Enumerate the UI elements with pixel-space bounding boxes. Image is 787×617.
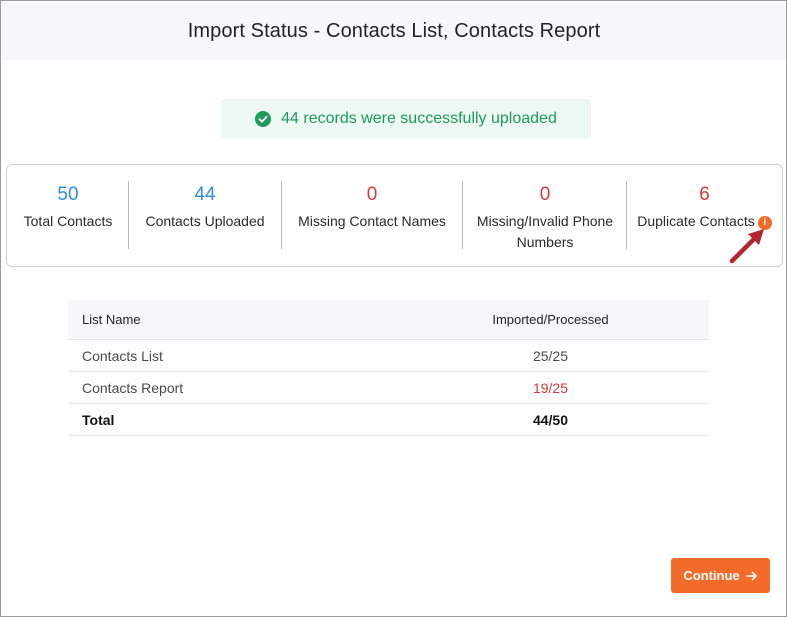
success-message: 44 records were successfully uploaded bbox=[281, 110, 557, 127]
list-name-cell: Contacts List bbox=[82, 347, 163, 364]
arrow-right-icon bbox=[745, 570, 758, 582]
continue-label: Continue bbox=[683, 568, 740, 583]
continue-button[interactable]: Continue bbox=[671, 558, 770, 593]
stat-missing-names: 0 Missing Contact Names bbox=[282, 165, 462, 266]
column-header-imported: Imported/Processed bbox=[492, 312, 609, 327]
stat-divider bbox=[462, 181, 463, 249]
column-header-list-name: List Name bbox=[82, 312, 141, 327]
check-circle-icon bbox=[255, 111, 272, 127]
stat-label: Total Contacts bbox=[23, 213, 113, 229]
stat-label: Missing/Invalid Phone Numbers bbox=[476, 213, 614, 250]
stat-value: 0 bbox=[539, 184, 551, 205]
stat-label-wrap: Duplicate Contacts i bbox=[637, 211, 772, 232]
total-label: Total bbox=[82, 411, 115, 428]
stat-divider bbox=[626, 181, 627, 249]
list-name-cell: Contacts Report bbox=[82, 379, 184, 396]
dialog-title: Import Status - Contacts List, Contacts … bbox=[187, 19, 601, 42]
imported-count-cell: 25/25 bbox=[532, 347, 569, 364]
info-icon[interactable]: i bbox=[757, 216, 772, 230]
stat-label: Duplicate Contacts bbox=[637, 213, 755, 229]
annotation-arrow-icon bbox=[729, 229, 764, 264]
stat-value: 0 bbox=[366, 184, 378, 205]
stat-value: 6 bbox=[699, 184, 710, 205]
table-row: Contacts Report 19/25 bbox=[68, 372, 709, 404]
stat-label: Missing Contact Names bbox=[298, 213, 446, 229]
success-banner: 44 records were successfully uploaded bbox=[221, 99, 591, 139]
import-lists-table: List Name Imported/Processed Contacts Li… bbox=[68, 300, 709, 436]
stat-duplicate-contacts: 6 Duplicate Contacts i bbox=[627, 165, 782, 266]
table-total-row: Total 44/50 bbox=[68, 404, 709, 436]
table-row: Contacts List 25/25 bbox=[68, 340, 709, 372]
stat-value: 50 bbox=[57, 184, 79, 205]
stat-contacts-uploaded: 44 Contacts Uploaded bbox=[129, 165, 281, 266]
total-count: 44/50 bbox=[532, 411, 569, 428]
dialog-header: Import Status - Contacts List, Contacts … bbox=[2, 2, 786, 60]
stats-summary: 50 Total Contacts 44 Contacts Uploaded 0… bbox=[6, 164, 783, 267]
stat-total-contacts: 50 Total Contacts bbox=[7, 165, 129, 266]
stat-divider bbox=[128, 181, 129, 249]
stat-missing-phone: 0 Missing/Invalid Phone Numbers bbox=[463, 165, 627, 266]
table-header-row: List Name Imported/Processed bbox=[68, 300, 709, 340]
stat-divider bbox=[281, 181, 282, 249]
stat-label: Contacts Uploaded bbox=[145, 213, 265, 229]
stat-value: 44 bbox=[194, 184, 216, 205]
imported-count-cell: 19/25 bbox=[532, 379, 569, 396]
